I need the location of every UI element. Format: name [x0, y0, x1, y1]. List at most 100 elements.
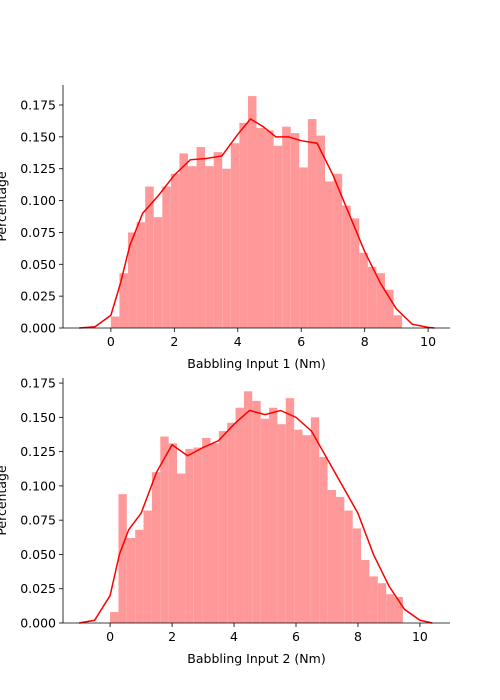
y-tick-label: 0.025 [20, 289, 56, 304]
bar [273, 145, 283, 328]
y-tick-label: 0.125 [20, 161, 56, 176]
x-tick-label: 0 [106, 629, 114, 644]
x-tick-label: 2 [170, 334, 178, 349]
bar [316, 135, 326, 328]
bar [126, 537, 136, 623]
bar [359, 252, 368, 328]
bar [143, 510, 152, 623]
bar [202, 437, 211, 623]
x-axis-label: Babbling Input 2 (Nm) [187, 651, 325, 666]
bar [136, 222, 146, 328]
bar [294, 429, 303, 623]
bar [265, 130, 274, 328]
x-tick-label: 10 [412, 629, 428, 644]
bar [235, 407, 244, 623]
bar [252, 400, 261, 623]
x-tick-label: 6 [292, 629, 300, 644]
bar [302, 435, 311, 623]
x-tick-label: 6 [297, 334, 305, 349]
bar [394, 596, 403, 623]
bar [230, 143, 240, 328]
bar [187, 166, 197, 328]
bar [325, 181, 334, 328]
bar [367, 266, 377, 328]
bar [135, 529, 144, 623]
x-axis-label: Babbling Input 1 (Nm) [187, 356, 325, 371]
y-tick-label: 0.075 [20, 225, 56, 240]
bar [260, 418, 270, 623]
bar [110, 612, 119, 623]
bar [342, 205, 351, 328]
bar [256, 127, 266, 328]
y-tick-label: 0.125 [20, 444, 56, 459]
bar [352, 528, 362, 623]
bar [310, 417, 320, 623]
x-tick-label: 8 [361, 334, 369, 349]
x-tick-label: 2 [168, 629, 176, 644]
bar [327, 490, 336, 623]
bar [119, 273, 129, 328]
bar [376, 273, 385, 328]
bar [227, 422, 236, 623]
bar [277, 424, 286, 623]
bar [285, 398, 295, 623]
bar [377, 583, 387, 623]
bar [118, 494, 127, 623]
bar [196, 147, 206, 328]
bar [290, 133, 300, 328]
bar [369, 576, 378, 623]
bar [307, 119, 317, 328]
bar [333, 173, 343, 328]
bar [193, 447, 203, 623]
bar [128, 232, 137, 328]
bar [269, 407, 278, 623]
bar [386, 594, 395, 623]
bar [210, 443, 219, 623]
y-tick-label: 0.050 [20, 547, 56, 562]
x-tick-label: 10 [420, 334, 436, 349]
y-tick-label: 0.075 [20, 513, 56, 528]
bar [350, 218, 360, 328]
x-tick-label: 0 [107, 334, 115, 349]
bar [319, 457, 328, 623]
y-tick-label: 0.025 [20, 581, 56, 596]
y-tick-label: 0.100 [20, 193, 56, 208]
x-tick-label: 8 [354, 629, 362, 644]
bar [205, 166, 214, 328]
bar [145, 186, 154, 328]
x-tick-label: 4 [230, 629, 238, 644]
bar [110, 316, 120, 328]
bar [160, 436, 169, 623]
bar [247, 96, 257, 328]
bar [218, 431, 228, 623]
bar [168, 443, 178, 623]
bar [361, 559, 370, 623]
bar [384, 289, 394, 328]
bar [153, 217, 163, 328]
bar [185, 448, 194, 623]
x-tick-label: 4 [234, 334, 242, 349]
bar [162, 186, 171, 328]
bar [170, 173, 180, 328]
y-tick-label: 0.175 [20, 98, 56, 113]
y-axis-label: Percentage [0, 465, 9, 536]
bar [239, 122, 248, 328]
bar [222, 168, 231, 328]
bar [179, 153, 188, 328]
y-tick-label: 0.150 [20, 410, 56, 425]
bar [282, 126, 291, 329]
kde-line [78, 409, 433, 624]
y-tick-label: 0.150 [20, 129, 56, 144]
y-tick-label: 0.175 [20, 376, 56, 391]
bar [213, 152, 223, 328]
bar [335, 496, 345, 623]
bar [243, 391, 253, 623]
y-tick-label: 0.000 [20, 321, 56, 336]
bar [299, 167, 308, 328]
bar [151, 472, 161, 623]
y-tick-label: 0.050 [20, 257, 56, 272]
kde-line [79, 118, 435, 329]
y-axis-label: Percentage [0, 171, 9, 242]
bar [393, 315, 403, 328]
